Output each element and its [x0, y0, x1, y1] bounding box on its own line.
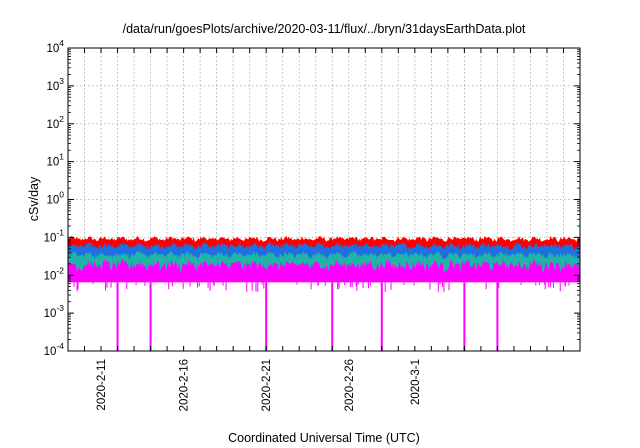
x-tick-label: 2020-2-21 [261, 359, 273, 411]
y-tick-label: 10-1 [44, 227, 65, 244]
y-tick-label: 10-3 [44, 303, 65, 320]
y-tick-label: 103 [46, 76, 64, 93]
chart-title: /data/run/goesPlots/archive/2020-03-11/f… [123, 22, 526, 36]
y-tick-label: 100 [46, 190, 64, 207]
axes: 10-4 10-3 10-2 10-1 100 101 102 103 104 2020-2-11… [44, 38, 581, 411]
x-tick-label: 2020-2-11 [96, 359, 108, 411]
series-area [67, 235, 581, 352]
y-tick-label: 101 [46, 152, 64, 169]
y-axis-label: cSv/day [27, 176, 41, 221]
x-axis-label: Coordinated Universal Time (UTC) [228, 431, 420, 445]
y-tick-label: 104 [46, 38, 64, 55]
x-tick-label: 2020-2-26 [344, 359, 356, 411]
plot-border [67, 47, 581, 352]
y-tick-label: 10-2 [44, 265, 65, 282]
x-tick-label: 2020-2-16 [179, 359, 191, 411]
y-tick-label: 102 [46, 114, 64, 131]
x-tick-label: 2020-3-1 [410, 359, 422, 405]
y-tick-label: 10-4 [44, 341, 65, 358]
floor-gap [68, 282, 580, 351]
